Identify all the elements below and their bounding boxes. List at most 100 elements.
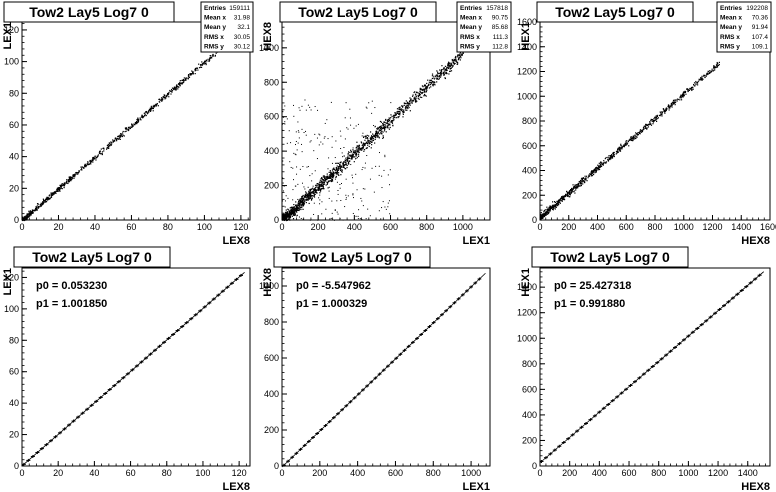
scatter-point	[687, 90, 689, 93]
scatter-point	[331, 174, 334, 176]
scatter-point	[668, 105, 670, 107]
scatter-point	[434, 84, 436, 86]
scatter-point	[603, 160, 605, 162]
scatter-point	[676, 100, 678, 102]
scatter-point	[604, 161, 606, 163]
scatter-point	[618, 148, 620, 150]
scatter-point	[328, 197, 330, 199]
scatter-point	[433, 75, 435, 77]
scatter-point	[309, 106, 311, 108]
scatter-point	[97, 154, 99, 156]
scatter-point	[626, 140, 628, 142]
scatter-point	[77, 172, 79, 174]
x-tick-label: 600	[383, 222, 398, 232]
data-marks	[281, 272, 486, 468]
scatter-point	[298, 131, 300, 133]
scatter-point	[23, 219, 25, 222]
scatter-point	[640, 130, 642, 132]
scatter-point	[450, 64, 452, 66]
scatter-point	[407, 102, 409, 104]
scatter-point	[392, 117, 394, 119]
scatter-point	[188, 74, 190, 76]
scatter-point	[388, 119, 390, 122]
scatter-point	[355, 152, 358, 155]
scatter-point	[55, 190, 57, 192]
scatter-point	[595, 167, 597, 169]
scatter-point	[587, 177, 589, 179]
scatter-point	[370, 137, 372, 140]
scatter-point	[602, 164, 604, 166]
scatter-point	[158, 98, 160, 101]
scatter-point	[396, 111, 398, 113]
scatter-point	[312, 189, 314, 191]
scatter-point	[621, 146, 623, 148]
scatter-point	[25, 218, 27, 220]
scatter-point	[452, 60, 454, 62]
scatter-point	[124, 127, 126, 129]
scatter-point	[101, 153, 103, 156]
scatter-point	[56, 190, 58, 192]
scatter-point	[331, 136, 333, 138]
scatter-point	[164, 96, 166, 98]
scatter-point	[346, 159, 349, 162]
scatter-point	[568, 191, 570, 193]
scatter-point	[356, 141, 358, 143]
scatter-point	[595, 167, 597, 170]
scatter-point	[170, 93, 172, 95]
scatter-point	[691, 89, 693, 92]
scatter-point	[163, 96, 165, 98]
scatter-point	[60, 186, 62, 188]
scatter-point	[555, 206, 557, 208]
scatter-point	[460, 57, 462, 59]
scatter-point	[550, 208, 552, 210]
scatter-point	[430, 86, 432, 88]
scatter-point	[134, 124, 136, 126]
scatter-point	[545, 214, 547, 216]
scatter-point	[357, 215, 359, 217]
scatter-point	[569, 188, 572, 191]
scatter-point	[302, 200, 304, 202]
scatter-point	[290, 213, 292, 216]
scatter-point	[284, 217, 287, 219]
scatter-point	[362, 145, 364, 148]
scatter-point	[557, 201, 559, 203]
scatter-point	[299, 199, 301, 201]
scatter-point	[305, 201, 307, 204]
scatter-point	[342, 156, 344, 158]
scatter-point	[630, 136, 632, 139]
scatter-point	[660, 112, 662, 114]
scatter-point	[63, 182, 65, 185]
scatter-point	[36, 205, 38, 207]
scatter-point	[308, 195, 310, 198]
scatter-point	[553, 201, 556, 203]
scatter-point	[327, 187, 329, 189]
scatter-point	[330, 173, 333, 175]
scatter-point	[419, 87, 421, 90]
scatter-point	[179, 82, 181, 85]
scatter-point	[68, 180, 70, 183]
scatter-point	[293, 211, 296, 213]
scatter-point	[301, 128, 303, 130]
scatter-point	[360, 197, 362, 199]
scatter-point	[571, 189, 573, 191]
scatter-point	[421, 92, 423, 94]
scatter-point	[303, 203, 305, 205]
scatter-point	[552, 209, 554, 211]
scatter-point	[653, 119, 655, 122]
scatter-point	[398, 111, 400, 113]
scatter-point	[542, 213, 545, 215]
scatter-point	[296, 209, 298, 211]
scatter-point	[347, 151, 349, 153]
scatter-point	[381, 130, 383, 132]
scatter-point	[540, 215, 542, 218]
scatter-point	[703, 74, 705, 77]
scatter-point	[70, 177, 72, 180]
scatter-point	[558, 200, 560, 202]
scatter-point	[397, 116, 399, 119]
scatter-point	[654, 116, 656, 118]
scatter-point	[282, 116, 284, 118]
scatter-point	[317, 219, 319, 221]
scatter-point	[352, 212, 354, 214]
scatter-point	[352, 177, 354, 179]
